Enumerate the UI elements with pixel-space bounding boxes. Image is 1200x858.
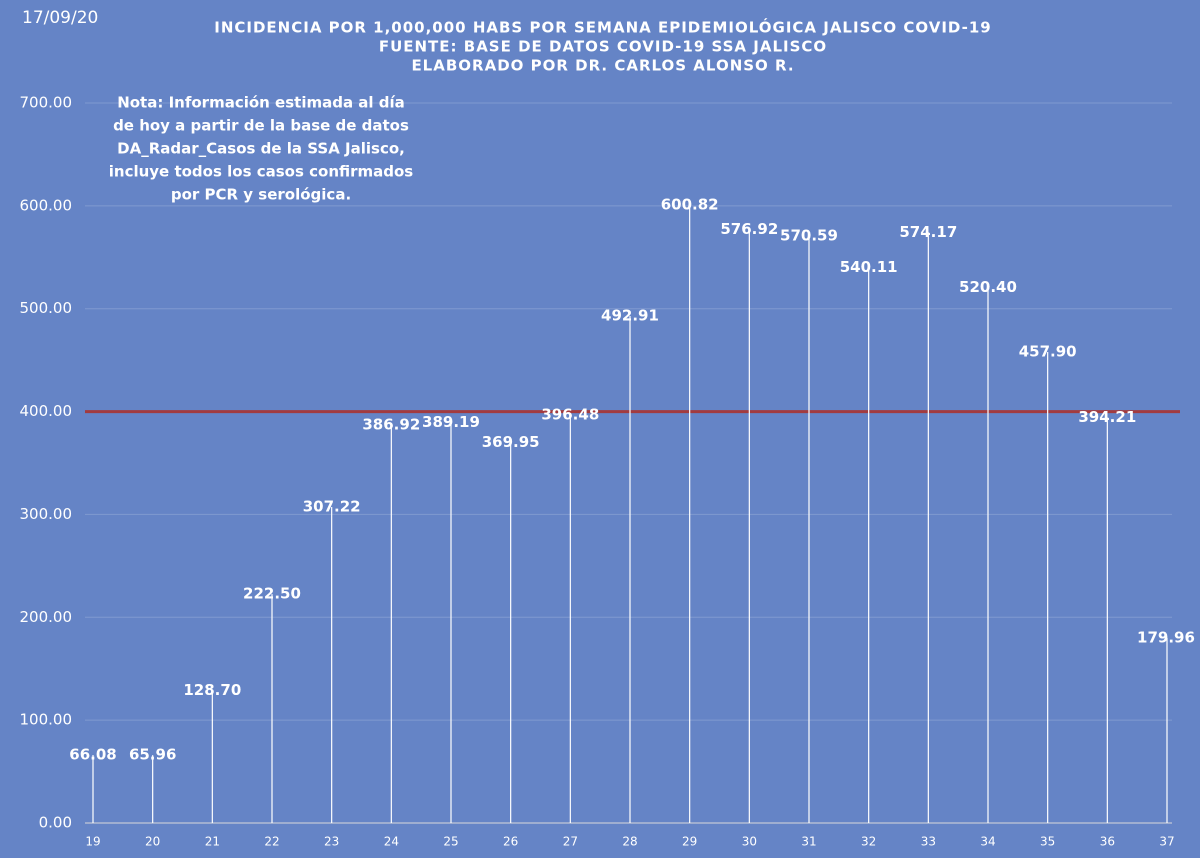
x-tick-label: 22 [264,835,279,849]
x-tick-label: 24 [384,835,399,849]
date: 17/09/20 [22,8,98,28]
value-label: 222.50 [243,585,301,603]
chart-title: ELABORADO POR DR. CARLOS ALONSO R. [411,57,794,75]
value-label: 394.21 [1078,408,1136,426]
annotation: DA_Radar_Casos de la SSA Jalisco, [117,140,405,158]
x-tick-label: 30 [742,835,757,849]
x-tick-label: 25 [443,835,458,849]
y-tick-label: 700.00 [20,94,73,112]
value-label: 386.92 [362,416,420,434]
value-label: 600.82 [661,196,719,214]
value-label: 576.92 [720,220,778,238]
value-label: 396.48 [541,406,599,424]
value-label: 65.96 [129,746,176,764]
annotation: Nota: Información estimada al día [117,94,405,112]
value-label: 574.17 [899,223,957,241]
x-tick-label: 19 [85,835,100,849]
x-tick-label: 34 [980,835,995,849]
value-label: 520.40 [959,278,1017,296]
x-tick-label: 21 [205,835,220,849]
y-tick-label: 0.00 [39,814,72,832]
x-tick-label: 29 [682,835,697,849]
x-tick-label: 27 [563,835,578,849]
y-tick-label: 100.00 [20,711,73,729]
annotation: por PCR y serológica. [171,186,351,204]
x-tick-label: 33 [921,835,936,849]
x-tick-label: 36 [1100,835,1115,849]
value-label: 369.95 [482,433,540,451]
x-tick-label: 26 [503,835,518,849]
chart-title: INCIDENCIA POR 1,000,000 HABS POR SEMANA… [214,18,991,37]
value-label: 128.70 [183,681,241,699]
annotation: incluye todos los casos confirmados [109,163,414,181]
y-tick-label: 300.00 [20,505,73,523]
x-tick-label: 32 [861,835,876,849]
value-label: 66.08 [69,746,116,764]
value-label: 457.90 [1019,343,1077,361]
x-tick-label: 23 [324,835,339,849]
x-tick-label: 37 [1159,835,1174,849]
x-tick-label: 20 [145,835,160,849]
x-tick-label: 31 [801,835,816,849]
y-tick-label: 500.00 [20,299,73,317]
value-label: 540.11 [840,258,898,276]
value-label: 492.91 [601,307,659,325]
value-label: 389.19 [422,413,480,431]
chart-title: FUENTE: BASE DE DATOS COVID-19 SSA JALIS… [379,38,827,56]
y-tick-label: 200.00 [20,608,73,626]
value-label: 179.96 [1137,628,1195,646]
x-tick-label: 28 [622,835,637,849]
value-label: 570.59 [780,227,838,245]
y-tick-label: 400.00 [20,402,73,420]
annotation: de hoy a partir de la base de datos [113,117,409,135]
value-label: 307.22 [303,498,361,516]
y-tick-label: 600.00 [20,196,73,214]
x-tick-label: 35 [1040,835,1055,849]
